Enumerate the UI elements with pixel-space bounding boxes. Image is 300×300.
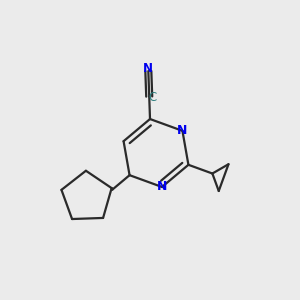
Text: N: N	[177, 124, 188, 137]
Text: N: N	[157, 181, 167, 194]
Text: C: C	[149, 91, 157, 104]
Text: N: N	[143, 62, 153, 75]
